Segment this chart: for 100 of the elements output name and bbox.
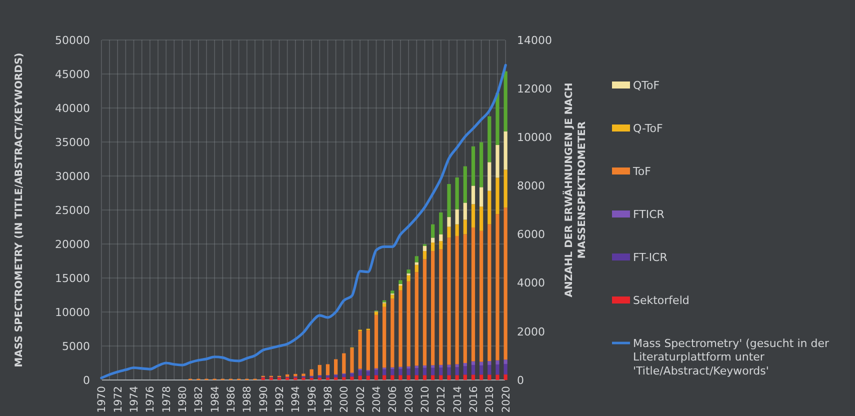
- bar: [447, 184, 451, 218]
- bar: [422, 251, 427, 260]
- bar: [390, 298, 394, 368]
- y2-tick-label: 2000: [517, 325, 545, 338]
- bar: [398, 368, 402, 376]
- bar: [406, 368, 410, 376]
- bar: [463, 234, 467, 363]
- bar: [350, 376, 354, 380]
- x-tick-label: 1972: [112, 386, 124, 413]
- bar: [398, 375, 402, 380]
- bar: [422, 259, 427, 366]
- x-tick-label: 1976: [144, 386, 157, 413]
- y-tick-label: 45000: [55, 68, 90, 81]
- x-tick-label: 1974: [128, 386, 140, 413]
- legend-label: Q-ToF: [633, 122, 663, 135]
- y-tick-label: 50000: [55, 34, 90, 47]
- bar: [447, 226, 451, 238]
- bar: [480, 374, 484, 380]
- bar: [504, 208, 508, 360]
- bar: [480, 187, 484, 207]
- y-tick-label: 40000: [55, 102, 90, 115]
- bar: [488, 116, 492, 162]
- y2-tick-label: 12000: [517, 82, 552, 96]
- bar: [422, 365, 427, 368]
- bar: [318, 364, 322, 376]
- bar: [398, 290, 402, 367]
- y-tick-label: 10000: [55, 306, 90, 319]
- x-tick-label: 1988: [242, 386, 254, 413]
- bar: [455, 367, 459, 376]
- bar: [447, 375, 451, 380]
- bar: [414, 366, 418, 368]
- y2-tick-label: 14000: [517, 34, 552, 47]
- y-tick-label: 5000: [62, 340, 90, 353]
- bar: [471, 227, 476, 362]
- x-tick-label: 2020: [500, 386, 512, 413]
- bar: [463, 374, 467, 380]
- bar: [447, 364, 451, 368]
- y-tick-label: 20000: [55, 238, 90, 251]
- x-tick-label: 2004: [370, 386, 383, 413]
- bar: [439, 241, 443, 250]
- y-tick-label: 35000: [55, 136, 90, 149]
- bar: [310, 369, 314, 376]
- x-tick-label: 1978: [160, 386, 173, 413]
- bar: [504, 374, 508, 380]
- legend-label: FTICR: [633, 208, 665, 221]
- x-tick-label: 1970: [96, 386, 108, 413]
- x-tick-label: 1998: [322, 386, 334, 413]
- bar: [471, 364, 476, 375]
- bar: [463, 166, 467, 203]
- x-tick-label: 2016: [468, 386, 480, 413]
- bar: [431, 251, 435, 366]
- bar: [496, 374, 500, 380]
- legend-label: Mass Spectrometry' (gesucht in der Literaturplattform unter 'Title/Abstract/Keywords': [633, 336, 830, 378]
- bar: [496, 360, 500, 364]
- bar: [350, 348, 354, 373]
- x-tick-label: 1992: [274, 386, 286, 413]
- bar: [390, 290, 394, 294]
- bar: [504, 131, 508, 170]
- bar: [504, 364, 508, 374]
- x-tick-label: 2012: [436, 386, 448, 413]
- bar: [463, 363, 467, 366]
- bar: [455, 224, 459, 236]
- bar: [480, 142, 484, 188]
- y-axis-title: MASS SPECTROMETRY (IN TITLE/ABSTRACT/KEYWORDS): [14, 52, 25, 368]
- legend-label: Sektorfeld: [633, 294, 690, 307]
- y-tick-label: 25000: [55, 204, 90, 217]
- y2-tick-label: 4000: [517, 276, 545, 290]
- y2-axis-title: ANZAHL DER ERWÄHNUNGEN JE NACH MASSENSPEKTROMETER: [562, 82, 588, 298]
- bar: [488, 190, 492, 224]
- bar: [447, 217, 451, 227]
- bar: [471, 146, 476, 186]
- bar: [431, 242, 435, 252]
- y-tick-label: 15000: [55, 272, 90, 285]
- bar: [447, 367, 451, 376]
- bar: [286, 374, 290, 377]
- bar: [366, 376, 370, 380]
- bar: [406, 270, 410, 274]
- bar: [390, 369, 394, 376]
- bar: [471, 361, 476, 365]
- y2-tick-label: 0: [517, 374, 524, 387]
- bar: [439, 234, 443, 242]
- bar: [390, 375, 394, 380]
- bar: [488, 224, 492, 362]
- bar: [488, 162, 492, 191]
- bar: [334, 374, 338, 378]
- bar: [302, 374, 306, 376]
- y-tick-label: 30000: [55, 170, 90, 183]
- bar: [471, 204, 476, 228]
- bar: [447, 238, 451, 365]
- x-tick-label: 2000: [338, 386, 351, 413]
- bar: [471, 374, 476, 380]
- bar: [480, 362, 484, 366]
- bar: [358, 370, 362, 376]
- bar: [488, 361, 492, 365]
- bar: [374, 375, 378, 380]
- x-tick-label: 2006: [387, 386, 400, 413]
- bar: [414, 264, 418, 272]
- bar: [431, 238, 435, 243]
- x-tick-label: 1984: [209, 386, 222, 413]
- bar: [504, 360, 508, 364]
